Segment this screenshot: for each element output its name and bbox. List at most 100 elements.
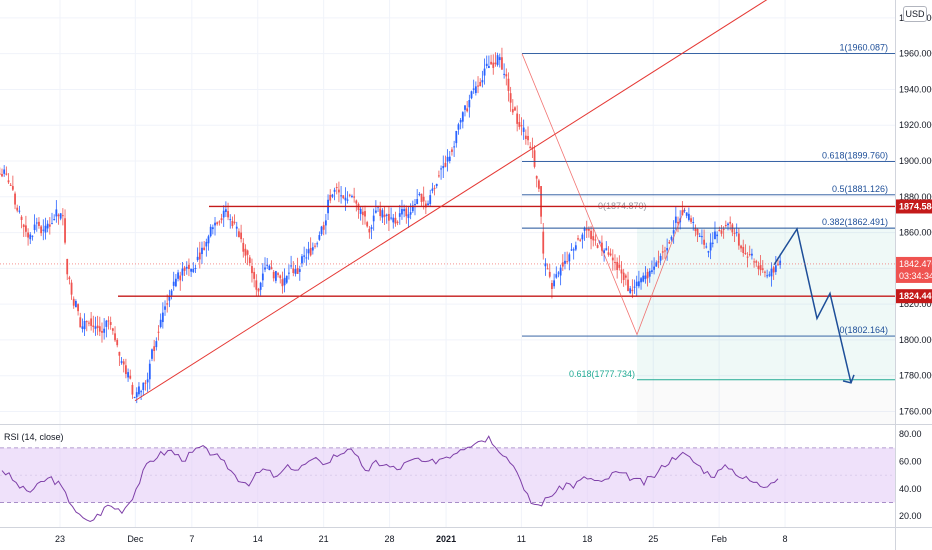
candle-body [464, 105, 466, 110]
candle-body [479, 81, 482, 87]
candle-body [333, 189, 336, 192]
price-candles [0, 47, 782, 404]
candle-body [214, 222, 216, 226]
candle-body [505, 74, 508, 77]
candle-body [709, 242, 712, 251]
candle-body [298, 269, 301, 272]
candle-body [435, 183, 438, 187]
time-tick-label: 21 [319, 534, 329, 544]
candle-body [92, 325, 95, 328]
candle-body [620, 269, 623, 274]
candle-body [772, 267, 775, 273]
candle-body [198, 252, 201, 260]
candle-body [540, 186, 542, 217]
price-tick-label: 1800.000 [899, 335, 932, 345]
candle-body [5, 173, 8, 175]
candle-body [44, 225, 47, 233]
candle-body [603, 250, 606, 254]
candle-body [101, 330, 103, 333]
rsi-tick-label: 80.00 [899, 429, 922, 439]
candle-body [288, 272, 290, 274]
candle-body [105, 320, 108, 327]
candle-body [420, 193, 423, 202]
candle-body [664, 250, 666, 252]
candle-body [403, 209, 406, 212]
candle-body [133, 397, 136, 399]
candle-body [268, 265, 271, 271]
candle-body [618, 264, 621, 268]
fib-level-label: 0.5(1881.126) [832, 184, 888, 194]
candle-body [544, 263, 547, 267]
candle-body [509, 93, 512, 103]
candle-body [316, 243, 319, 245]
time-tick-label: Dec [127, 534, 144, 544]
candle-body [718, 230, 721, 232]
candle-body [129, 375, 132, 379]
candle-body [324, 220, 327, 226]
candle-body [520, 125, 523, 127]
candle-body [422, 196, 425, 202]
candle-body [220, 218, 223, 221]
candle-body [135, 392, 138, 398]
candle-body [698, 235, 701, 237]
candle-body [231, 220, 234, 227]
candle-body [379, 208, 382, 217]
candle-body [244, 248, 247, 256]
candle-body [681, 210, 684, 216]
candle-body [683, 209, 686, 212]
candle-body [238, 231, 240, 238]
candle-body [616, 261, 619, 270]
candle-body [335, 187, 338, 189]
candle-body [90, 318, 93, 326]
candle-body [490, 61, 492, 65]
candle-body [177, 272, 179, 279]
candle-body [729, 221, 732, 224]
candle-body [690, 218, 692, 222]
candle-body [548, 271, 551, 277]
drawing-overlays[interactable]: 1(1960.087) 0.618(1899.760) 0.5(1881.126) 0… [0, 0, 895, 402]
candle-body [755, 261, 758, 263]
candle-body [740, 245, 742, 249]
candle-body [666, 247, 669, 251]
candle-body [59, 213, 62, 219]
time-tick-label: 7 [189, 534, 194, 544]
countdown-text: 03:34:34 [899, 271, 932, 281]
candle-body [305, 257, 308, 259]
candle-body [338, 189, 340, 193]
candle-body [14, 193, 16, 205]
candle-body [735, 232, 738, 234]
candle-body [277, 273, 279, 275]
fib-level-label: 0.382(1862.491) [822, 217, 888, 227]
candle-body [140, 391, 143, 393]
candle-body [657, 261, 660, 263]
price-tick-label: 1760.000 [899, 406, 932, 416]
candle-body [488, 66, 490, 68]
candle-body [611, 257, 614, 261]
candle-body [111, 328, 114, 331]
candle-body [25, 225, 27, 232]
candle-body [364, 211, 366, 217]
candle-body [314, 245, 316, 247]
candle-body [22, 224, 25, 228]
candle-body [779, 260, 782, 266]
candle-body [353, 196, 356, 198]
candle-body [555, 274, 558, 278]
candle-body [227, 211, 229, 218]
candle-body [629, 288, 632, 293]
candle-body [40, 226, 43, 234]
candle-body [383, 214, 386, 217]
candle-body [285, 275, 288, 283]
candle-body [496, 55, 499, 65]
price-tick-label: 1940.000 [899, 84, 932, 94]
candle-body [290, 265, 292, 267]
candle-body [368, 228, 371, 233]
candle-body [668, 241, 671, 244]
candle-body [594, 239, 597, 241]
currency-badge[interactable]: USD [903, 6, 927, 22]
rsi-line [1, 435, 779, 522]
candle-body [648, 270, 651, 277]
candle-body [303, 255, 306, 257]
candle-body [546, 268, 549, 270]
candle-body [185, 266, 188, 269]
